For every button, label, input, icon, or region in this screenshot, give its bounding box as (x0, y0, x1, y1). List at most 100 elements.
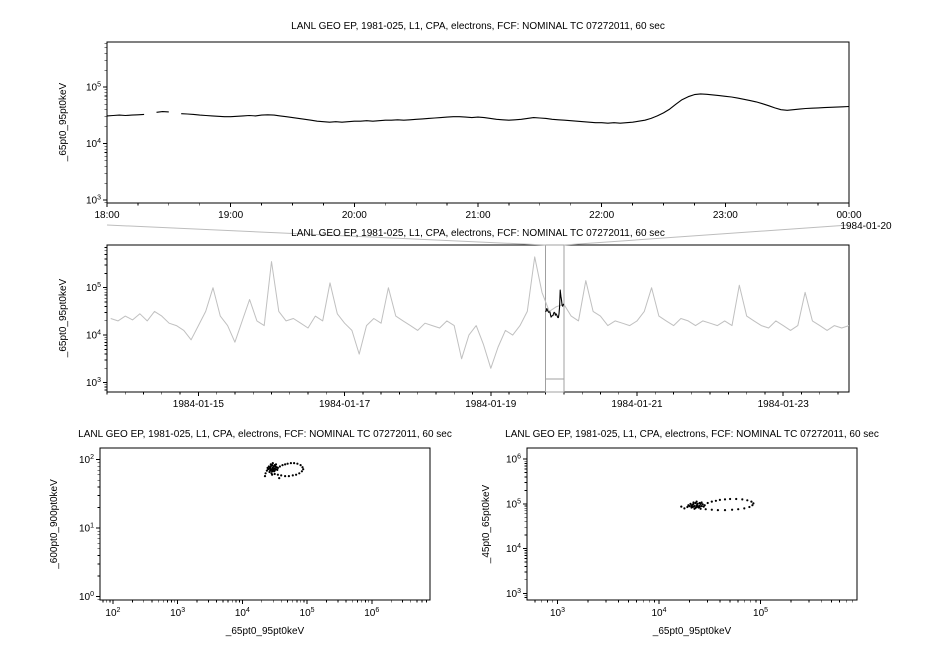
scatter-right-y-axis: 103 104 105 106 (506, 454, 527, 600)
scatter-point (271, 462, 274, 465)
x-tick-label: 1984-01-19 (465, 399, 517, 410)
scatter-left-points (263, 462, 305, 480)
scatter-point (752, 502, 755, 505)
scatter-left-y-axis: 100 101 102 (79, 454, 100, 603)
scatter-point (287, 475, 290, 478)
scatter-point (264, 472, 267, 475)
series-selected-interval (545, 289, 565, 319)
zoom-connector-left (106, 224, 546, 246)
context-panel-y-axis: 103 104 105 (86, 247, 107, 391)
scatter-right-plot-area[interactable] (527, 448, 857, 600)
log-tick-label: 105 (753, 607, 768, 619)
x-tick-label: 22:00 (589, 210, 614, 221)
zoom-panel-title: LANL GEO EP, 1981-025, L1, CPA, electron… (291, 21, 665, 32)
scatter-point (695, 500, 698, 503)
scatter-point (281, 464, 284, 467)
zoom-connector-right (563, 224, 850, 246)
log-tick-label: 103 (170, 607, 185, 619)
scatter-point (702, 505, 705, 508)
log-tick-label: 104 (235, 607, 250, 619)
scatter-point (293, 462, 296, 465)
scatter-point (689, 502, 692, 505)
scatter-point (269, 463, 272, 466)
x-tick-label: 19:00 (218, 210, 243, 221)
scatter-point (302, 468, 305, 471)
log-tick-label: 102 (105, 607, 120, 619)
scatter-point (710, 500, 713, 503)
scatter-point (683, 507, 686, 510)
scatter-point (723, 509, 727, 512)
scatter-left-title: LANL GEO EP, 1981-025, L1, CPA, electron… (78, 429, 452, 440)
x-tick-label: 1984-01-15 (173, 399, 225, 410)
scatter-point (299, 464, 302, 467)
log-tick-label: 102 (79, 454, 94, 466)
log-tick-label: 105 (86, 82, 101, 94)
scatter-point (680, 505, 683, 508)
scatter-point (696, 505, 699, 508)
x-tick-label: 00:00 (836, 210, 861, 221)
scatter-point (748, 505, 751, 509)
scatter-right-x-axis: 103 104 105 (534, 600, 853, 619)
scatter-left-x-axis: 102 103 104 105 106 (102, 600, 427, 619)
scatter-point (743, 507, 746, 510)
log-tick-label: 104 (86, 330, 101, 342)
x-tick-label: 21:00 (465, 210, 490, 221)
scatter-point (267, 465, 270, 468)
context-panel-plot-area[interactable] (107, 245, 849, 392)
scatter-left-xlabel: _65pt0_95pt0keV (225, 626, 305, 637)
scatter-point (295, 473, 298, 476)
context-panel-frame (106, 244, 850, 393)
scatter-point (746, 499, 749, 502)
scatter-point (269, 469, 272, 472)
log-tick-label: 104 (86, 138, 101, 150)
zoom-panel-date-annotation: 1984-01-20 (840, 221, 892, 232)
scatter-point (699, 507, 702, 510)
scatter-left: 100 101 102 102 103 104 105 106 (79, 447, 431, 619)
selection-rect[interactable] (545, 244, 565, 393)
scatter-point (272, 468, 275, 471)
zoom-panel-plot-area[interactable] (107, 42, 849, 203)
scatter-point (710, 508, 713, 511)
zoom-panel-y-axis: 103 104 105 (86, 42, 107, 207)
log-tick-label: 103 (86, 195, 101, 207)
scatter-left-ylabel: _600pt0_900pt0keV (49, 479, 60, 570)
scatter-point (280, 474, 283, 477)
log-tick-label: 101 (79, 523, 94, 535)
log-tick-label: 105 (506, 498, 521, 510)
scatter-point (276, 468, 279, 471)
selection-box[interactable] (545, 244, 565, 393)
series-_65pt0_95pt0keV (106, 93, 850, 124)
scatter-right: 103 104 105 106 103 104 105 (506, 447, 858, 619)
log-tick-label: 103 (506, 588, 521, 600)
scatter-point (716, 509, 720, 512)
scatter-point (284, 475, 287, 478)
scatter-left-frame (99, 447, 431, 601)
context-panel-title: LANL GEO EP, 1981-025, L1, CPA, electron… (291, 228, 665, 239)
scatter-point (273, 472, 276, 476)
scatter-point (265, 469, 268, 472)
scatter-point (296, 462, 299, 465)
scatter-right-frame (526, 447, 858, 601)
scatter-point (278, 477, 281, 480)
zoom-panel-x-axis: 18:00 19:00 20:00 21:00 22:00 23:00 00:00 (94, 203, 862, 221)
x-tick-label: 18:00 (94, 210, 119, 221)
scatter-point (274, 463, 278, 466)
scatter-point (694, 506, 697, 509)
log-tick-label: 103 (86, 377, 101, 389)
scatter-point (751, 504, 754, 507)
scatter-point (286, 462, 289, 465)
x-tick-label: 1984-01-23 (758, 399, 810, 410)
scatter-right-xlabel: _65pt0_95pt0keV (652, 626, 732, 637)
scatter-point (714, 499, 718, 502)
x-tick-label: 1984-01-21 (611, 399, 663, 410)
scatter-point (271, 470, 274, 473)
scatter-point (731, 508, 734, 511)
scatter-point (269, 465, 272, 468)
log-tick-label: 105 (300, 607, 315, 619)
scatter-left-plot-area[interactable] (100, 448, 430, 600)
x-tick-label: 20:00 (342, 210, 367, 221)
scatter-point (271, 473, 274, 476)
scatter-point (706, 501, 709, 505)
zoom-panel: 103 104 105 18:00 19:00 20:00 21:00 22:00 23:00 0… (86, 41, 862, 221)
